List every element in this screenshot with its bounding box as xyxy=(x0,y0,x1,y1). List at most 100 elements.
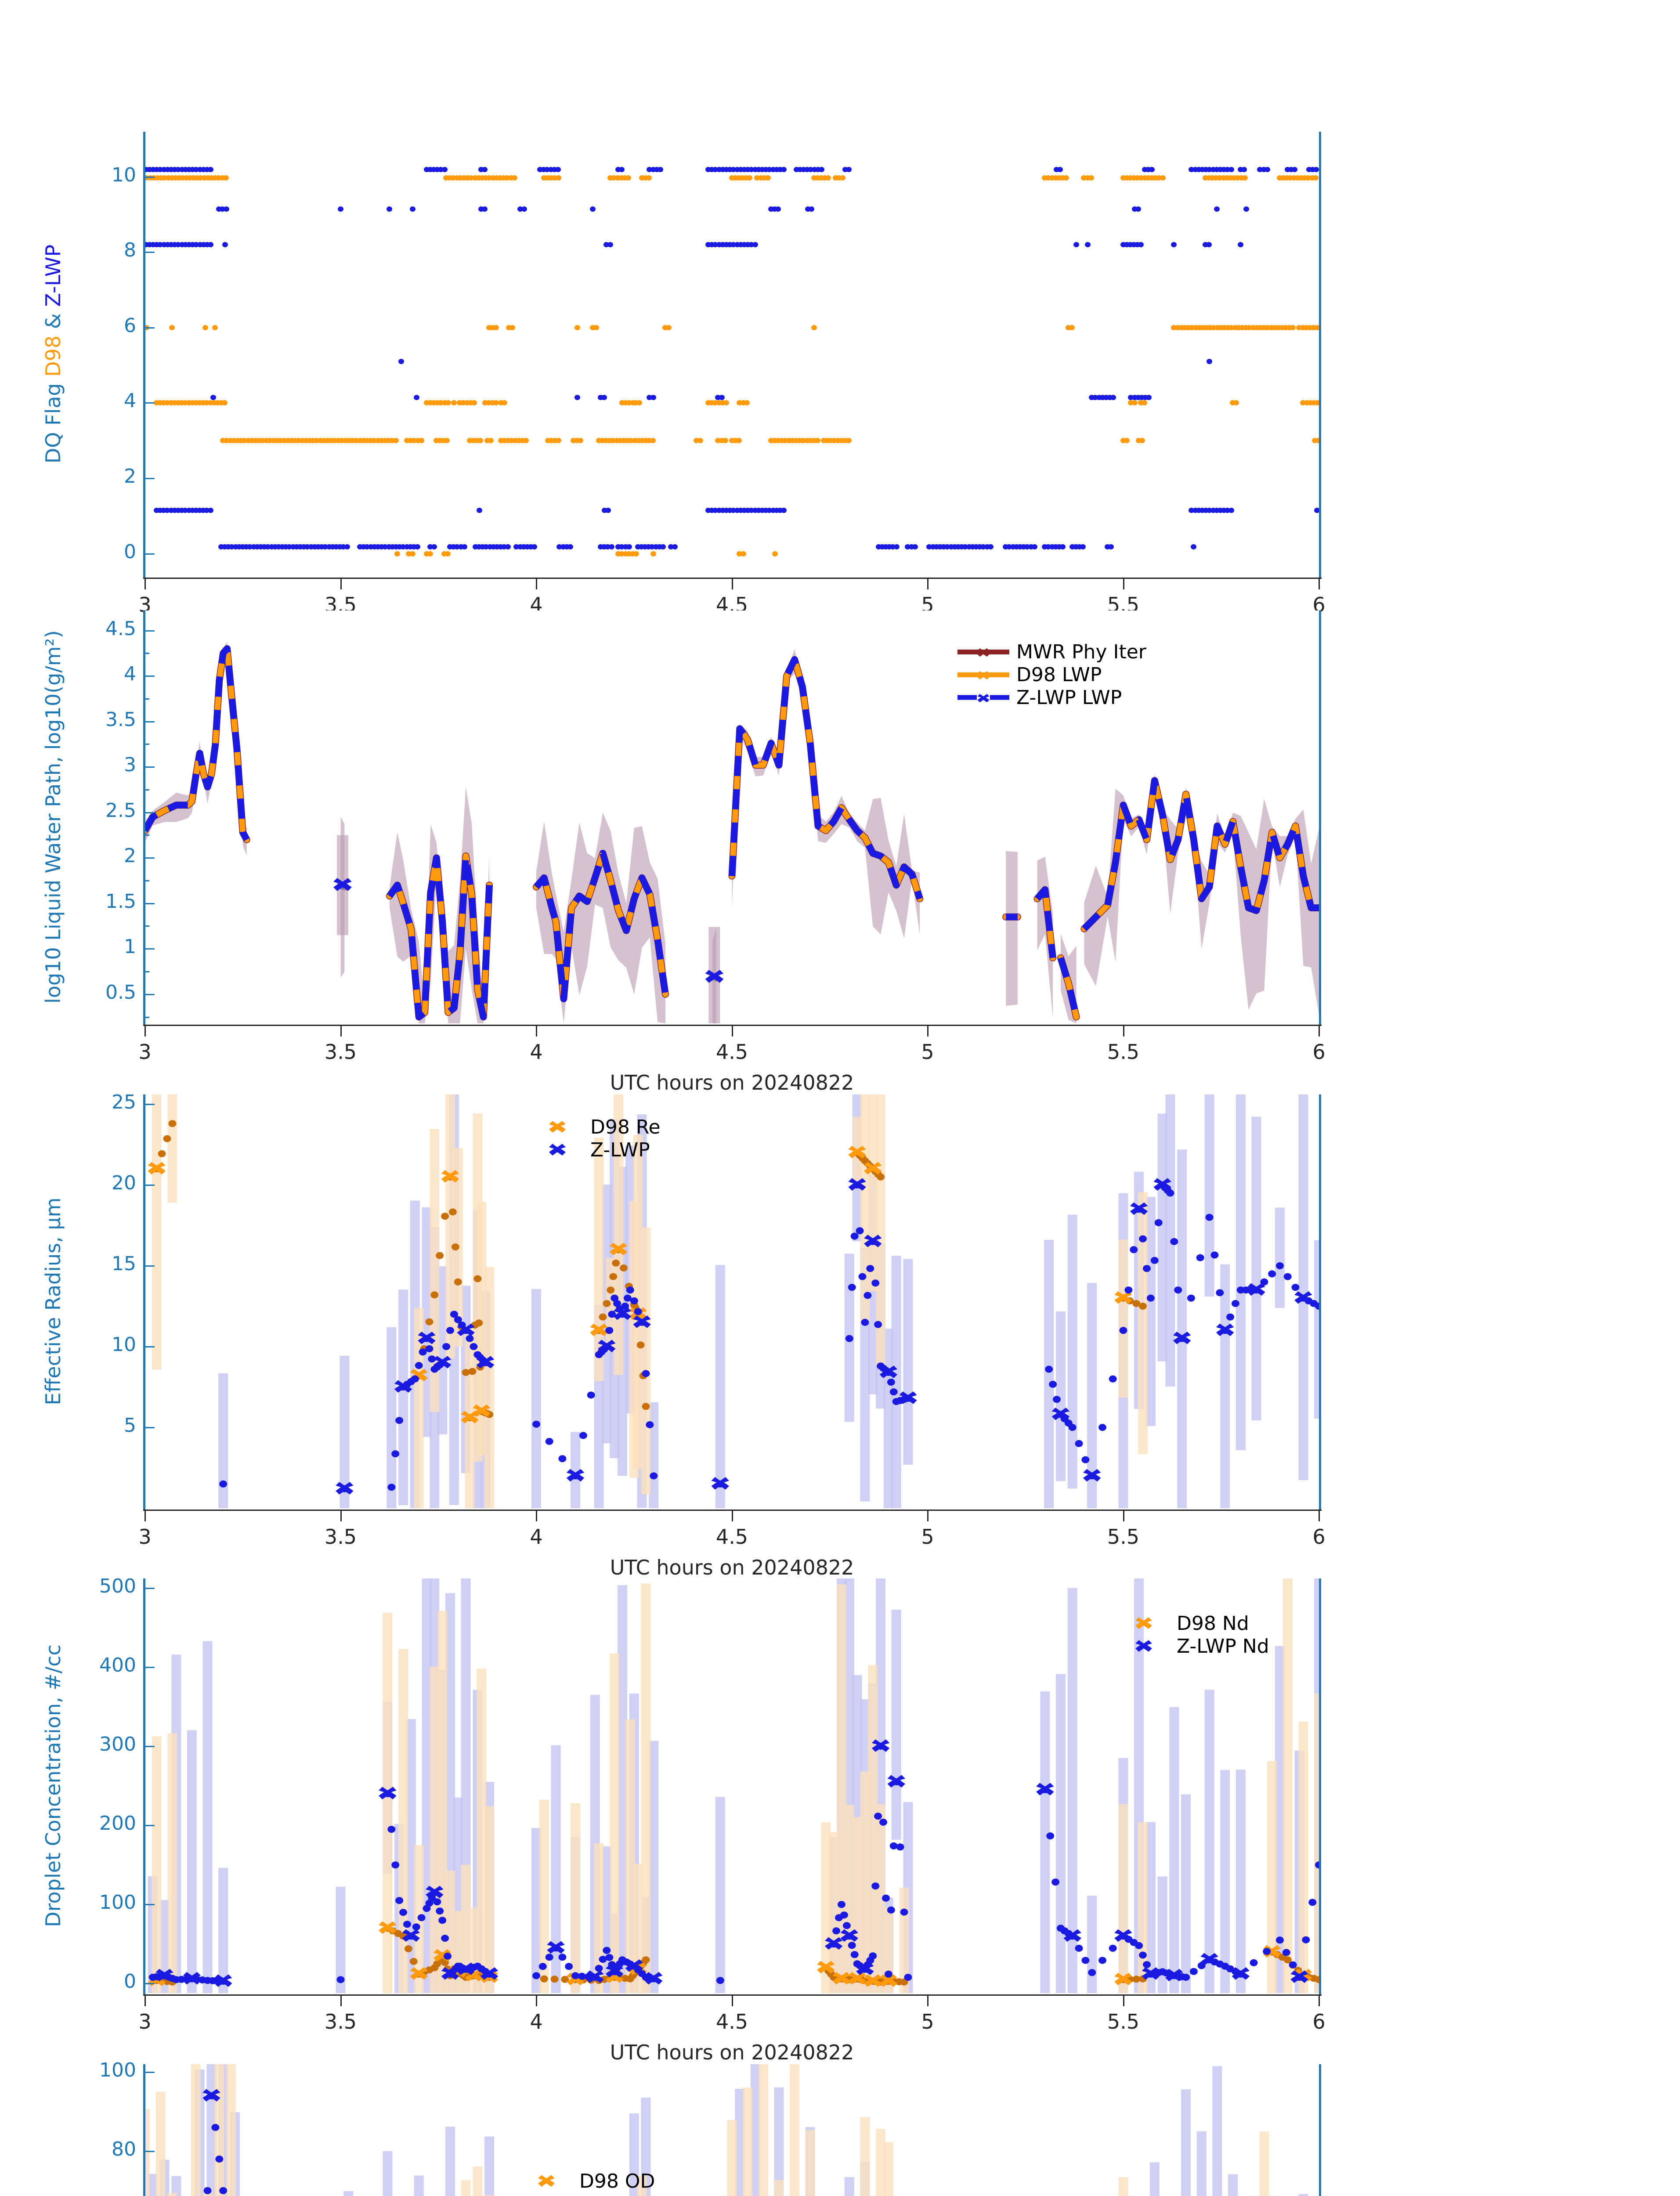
x-tick xyxy=(1123,578,1124,589)
y-tick-label: 80 xyxy=(112,2138,136,2160)
retrieval-dot xyxy=(887,1379,895,1386)
dq-flag-dot xyxy=(809,206,815,212)
dq-flag-dot xyxy=(488,438,494,444)
dq-flag-dot xyxy=(505,544,511,550)
legend-label: D98 Re xyxy=(590,1116,661,1138)
x-tick xyxy=(145,1510,146,1521)
z-lwp-marker xyxy=(879,1365,898,1378)
uncertainty-column xyxy=(531,1828,541,1993)
dq-flag-dot xyxy=(912,544,918,550)
uncertainty-column xyxy=(571,1432,581,1508)
x-tick-label: 4 xyxy=(530,1525,543,1549)
uncertainty-column xyxy=(437,1266,448,1434)
d98-marker xyxy=(832,1972,851,1985)
uncertainty-column xyxy=(891,1256,901,1508)
uncertainty-column xyxy=(1220,1264,1230,1508)
uncertainty-column xyxy=(844,2177,854,2196)
retrieval-dot xyxy=(1315,1976,1319,1983)
x-tick xyxy=(731,1510,733,1521)
retrieval-dot xyxy=(423,1905,431,1912)
dq-flag-dot xyxy=(893,544,900,550)
retrieval-dot xyxy=(871,1882,880,1890)
uncertainty-column xyxy=(1204,1690,1214,1993)
retrieval-dot xyxy=(1075,1944,1083,1952)
uncertainty-column xyxy=(1181,2089,1191,2196)
z-lwp-marker xyxy=(711,1477,730,1490)
dq-flag-dot xyxy=(493,325,499,330)
dq-flag-dot xyxy=(744,400,750,406)
uncertainty-column xyxy=(1204,1094,1214,1297)
dq-flag-dot xyxy=(444,551,451,556)
retrieval-dot xyxy=(1283,1956,1292,1964)
dq-flag-dot xyxy=(531,544,538,550)
dq-flag-dot xyxy=(502,400,507,406)
d98-marker xyxy=(848,1972,866,1985)
dq-flag-dot xyxy=(394,551,400,556)
dq-flag-dot xyxy=(222,400,228,406)
retrieval-dot xyxy=(1132,1300,1141,1307)
dq-flag-dot xyxy=(418,438,424,444)
retrieval-dot xyxy=(412,1923,420,1931)
retrieval-dot xyxy=(1231,1300,1239,1307)
z-lwp-marker xyxy=(848,1178,866,1191)
retrieval-dot xyxy=(620,1264,628,1271)
retrieval-dot xyxy=(430,1291,439,1299)
dq-flag-dot xyxy=(736,438,742,444)
uncertainty-column xyxy=(484,1267,495,1508)
retrieval-dot xyxy=(1045,1365,1053,1373)
x-tick-label: 3 xyxy=(138,1040,152,1064)
retrieval-dot xyxy=(532,1420,540,1428)
retrieval-dot xyxy=(409,1958,418,1965)
uncertainty-column xyxy=(1236,1770,1246,1993)
uncertainty-column xyxy=(1165,1094,1175,1387)
retrieval-dot xyxy=(1189,1968,1198,1975)
uncertainty-column xyxy=(167,2193,177,2196)
retrieval-dot xyxy=(558,1954,567,1961)
uncertainty-column xyxy=(743,2088,753,2196)
retrieval-dot xyxy=(1081,1957,1090,1964)
dq-flag-dot xyxy=(578,438,584,444)
uncertainty-column xyxy=(1055,1311,1066,1481)
d98-marker xyxy=(441,1170,459,1183)
retrieval-dot xyxy=(545,1954,553,1961)
uncertainty-column xyxy=(1157,1113,1167,1362)
legend-optical-depth: D98 OD Z-LWP Nd xyxy=(520,2170,672,2196)
d98-marker xyxy=(864,1162,882,1175)
x-tick xyxy=(340,578,342,589)
dq-flag-dot xyxy=(1057,166,1063,172)
right-spine xyxy=(1319,610,1321,1025)
retrieval-dot xyxy=(1291,1284,1300,1291)
uncertainty-column xyxy=(539,1799,549,1993)
z-lwp-marker xyxy=(457,1323,475,1336)
d98-marker xyxy=(848,1145,866,1159)
dq-flag-dot xyxy=(722,438,728,444)
retrieval-dot xyxy=(1139,1951,1147,1959)
d98-marker xyxy=(148,1162,166,1175)
uncertainty-column xyxy=(594,1843,604,1993)
retrieval-dot xyxy=(404,1945,412,1953)
uncertainty-column xyxy=(191,2064,201,2196)
z-lwp-marker xyxy=(1083,1469,1101,1482)
retrieval-dot xyxy=(887,1906,895,1914)
dq-flag-dot xyxy=(1243,206,1250,212)
uncertainty-column xyxy=(484,2136,495,2196)
retrieval-dot xyxy=(448,1208,457,1216)
y-tick xyxy=(143,478,155,480)
y-tick xyxy=(143,993,155,995)
dq-flag-dot xyxy=(775,206,781,212)
uncertainty-column xyxy=(1298,1094,1308,1481)
uncertainty-column xyxy=(903,1259,913,1465)
retrieval-dot xyxy=(634,1308,642,1315)
retrieval-dot xyxy=(1174,1286,1182,1294)
legend-lwp: MWR Phy Iter D98 LWP Z-LWP LWP xyxy=(957,640,1146,709)
dq-flag-dot xyxy=(1060,544,1066,550)
dq-flag-dot xyxy=(1069,325,1075,330)
dq-flag-dot xyxy=(815,438,821,444)
retrieval-dot xyxy=(168,1120,177,1127)
retrieval-dot xyxy=(454,1278,462,1286)
retrieval-dot xyxy=(896,1843,904,1851)
retrieval-dot xyxy=(1250,1959,1258,1966)
uncertainty-column xyxy=(1251,1116,1261,1421)
z-lwp-point xyxy=(333,878,352,891)
